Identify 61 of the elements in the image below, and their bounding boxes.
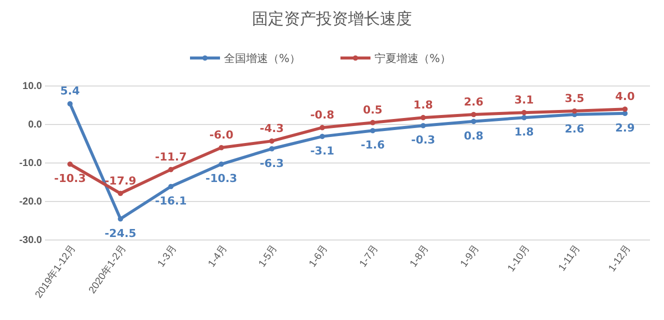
data-label: -1.6 <box>360 138 386 152</box>
data-label: -3.1 <box>310 144 334 158</box>
data-label: -17.9 <box>104 174 136 188</box>
point <box>269 146 274 152</box>
data-label: 2.6 <box>464 95 484 108</box>
point <box>269 138 274 144</box>
data-label: -10.3 <box>206 172 238 186</box>
data-label: 0.5 <box>362 104 382 117</box>
y-tick-label: 0.0 <box>28 120 42 131</box>
data-label: 3.5 <box>564 92 584 106</box>
point <box>370 128 376 134</box>
x-tick-label: 1-8月 <box>408 243 432 270</box>
point <box>67 162 73 167</box>
x-tick-label: 1-5月 <box>256 243 280 270</box>
data-label: 5.4 <box>60 84 80 98</box>
point <box>622 106 628 112</box>
data-label: -11.7 <box>155 150 187 164</box>
chart-title: 固定资产投资增长速度 <box>252 9 412 28</box>
data-label: 2.6 <box>564 122 585 136</box>
x-tick-label: 1-7月 <box>358 243 381 270</box>
x-tick-label: 1-3月 <box>156 243 180 270</box>
data-label: -0.3 <box>411 134 436 147</box>
legend-label: 宁夏增速（%） <box>374 52 451 65</box>
data-label: 0.8 <box>464 129 484 142</box>
point <box>470 118 476 124</box>
x-tick-label: 1-9月 <box>458 243 482 270</box>
y-tick-label: -20.0 <box>19 196 42 208</box>
legend-label: 全国增速（%） <box>224 52 300 65</box>
y-tick-label: -30.0 <box>19 235 42 246</box>
data-label: 1.8 <box>514 126 534 139</box>
point <box>218 162 224 167</box>
point <box>320 124 325 130</box>
y-tick-label: -10.0 <box>19 158 42 170</box>
x-tick-label: 1-6月 <box>307 243 330 270</box>
x-tick-label: 1-4月 <box>206 243 230 270</box>
data-label: 4.0 <box>615 90 636 104</box>
point <box>370 120 376 126</box>
point <box>320 134 325 140</box>
data-label: -24.5 <box>104 226 136 240</box>
point <box>168 166 174 172</box>
data-label: -16.1 <box>155 194 187 208</box>
data-label: -6.3 <box>260 156 284 170</box>
data-label: 1.8 <box>413 98 433 112</box>
point <box>67 101 73 106</box>
point <box>218 144 224 150</box>
point <box>521 114 527 120</box>
data-label: -0.8 <box>310 108 334 122</box>
point <box>118 216 124 222</box>
point <box>470 112 476 118</box>
point <box>168 184 174 190</box>
point <box>118 190 124 196</box>
data-label: -4.3 <box>260 122 284 136</box>
point <box>572 108 578 114</box>
point <box>420 123 426 128</box>
y-tick-label: 10.0 <box>22 81 42 92</box>
point <box>521 110 527 116</box>
point <box>420 114 426 120</box>
data-label: 3.1 <box>514 94 534 107</box>
data-label: 2.9 <box>615 121 635 134</box>
data-label: -6.0 <box>209 128 234 142</box>
data-label: -10.3 <box>54 172 86 186</box>
